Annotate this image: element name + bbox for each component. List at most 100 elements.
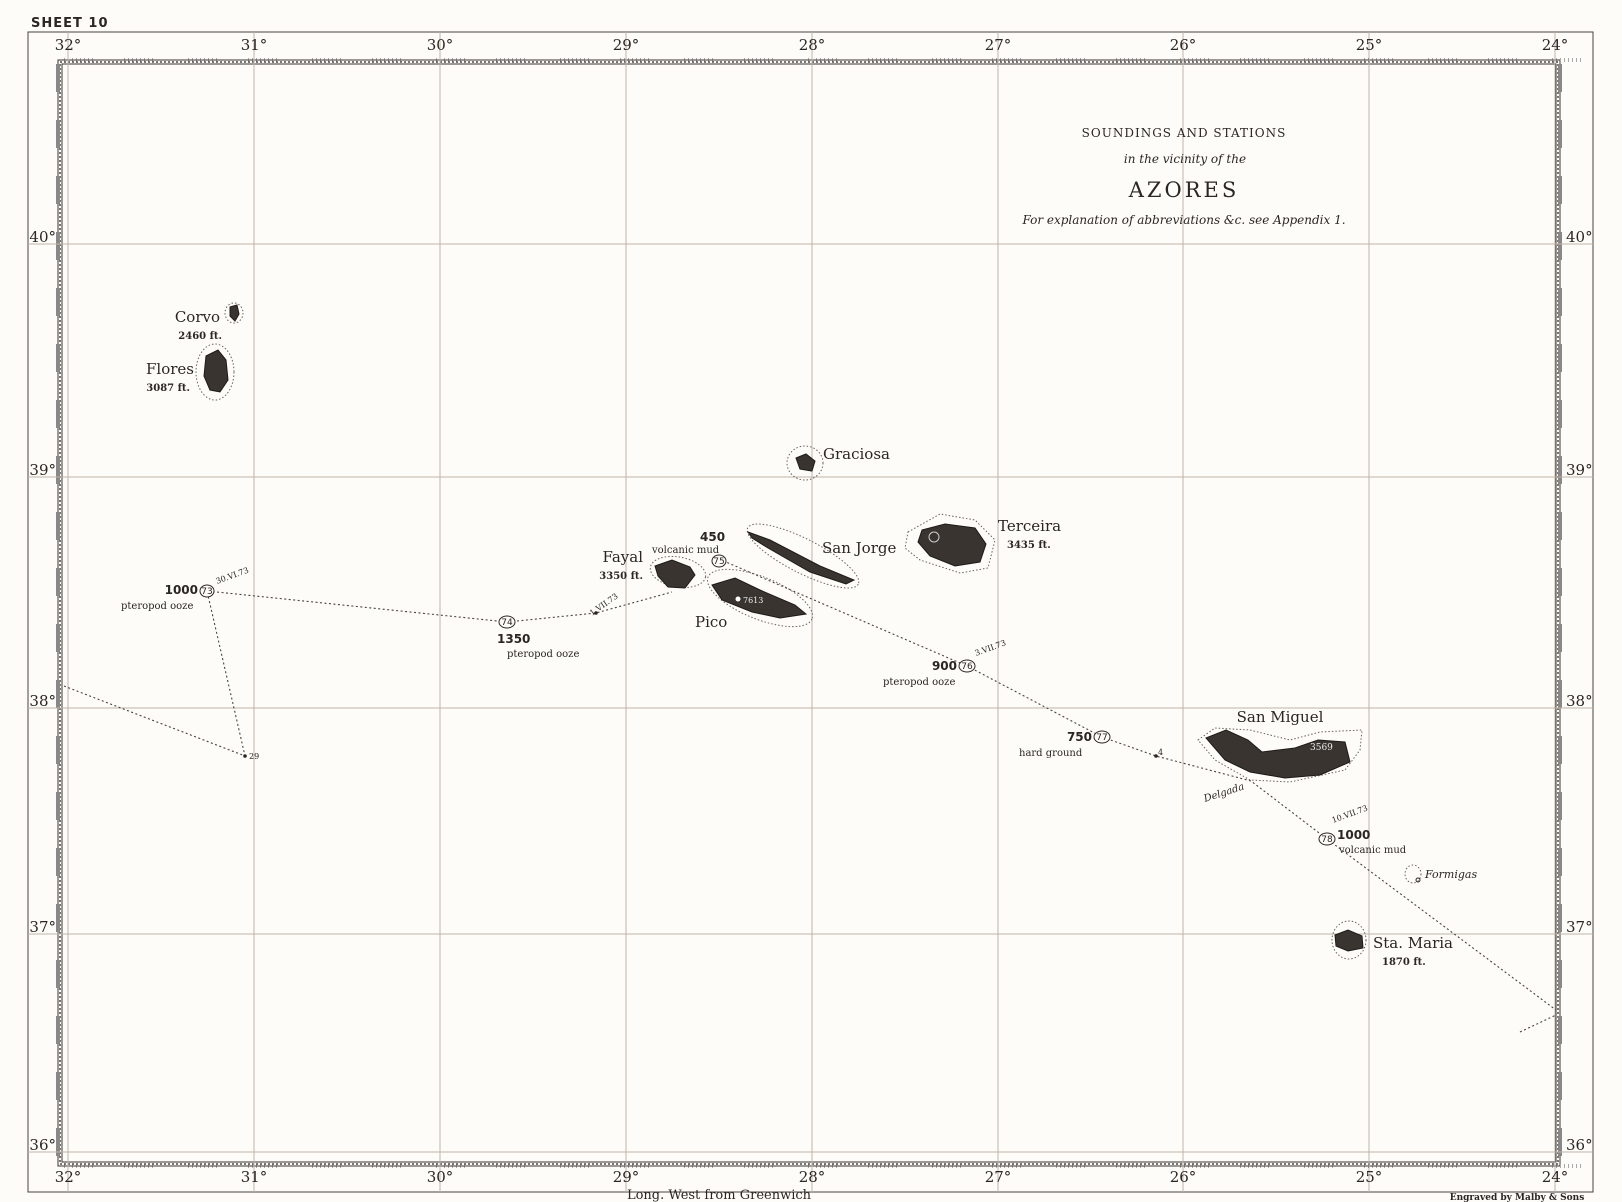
track-mark-29: 29 xyxy=(249,752,259,761)
bottom-caption: Long. West from Greenwich xyxy=(627,1188,812,1202)
station-bottom: volcanic mud xyxy=(1338,845,1407,856)
island-fayal: Fayal 3350 ft. xyxy=(599,548,707,589)
latitude-label-right: 40° xyxy=(1566,228,1593,246)
longitude-label-bottom: 32° xyxy=(55,1168,82,1186)
station-depth: 1000 xyxy=(1337,828,1370,842)
island-name: Pico xyxy=(695,613,727,631)
latitude-label-right: 37° xyxy=(1566,918,1593,936)
island-terceira: Terceira 3435 ft. xyxy=(904,513,1061,574)
title-line-4: For explanation of abbreviations &c. see… xyxy=(1021,213,1345,227)
latitude-label-left: 40° xyxy=(29,228,56,246)
longitude-label-bottom: 24° xyxy=(1542,1168,1569,1186)
latitude-label-right: 39° xyxy=(1566,461,1593,479)
station-depth: 900 xyxy=(932,659,957,673)
station-number: 74 xyxy=(501,618,513,628)
graduated-frame xyxy=(56,58,1581,1168)
island-height: 2460 ft. xyxy=(178,331,222,342)
station-73[interactable]: 73 1000 pteropod ooze 30.VI.73 xyxy=(121,566,250,612)
island-name: Flores xyxy=(146,360,194,378)
island-name: Graciosa xyxy=(823,445,890,463)
longitude-label-top: 27° xyxy=(985,36,1012,54)
track-mark-4: 4 xyxy=(1158,748,1163,757)
island-height: 1870 ft. xyxy=(1382,957,1426,968)
longitude-label-top: 25° xyxy=(1356,36,1383,54)
station-depth: 750 xyxy=(1067,730,1092,744)
station-74[interactable]: 74 1350 pteropod ooze xyxy=(497,615,579,660)
latitude-label-left: 36° xyxy=(29,1136,56,1154)
longitude-label-top: 26° xyxy=(1170,36,1197,54)
island-san-jorge: San Jorge xyxy=(746,523,896,589)
longitude-label-bottom: 25° xyxy=(1356,1168,1383,1186)
outer-border xyxy=(27,31,1594,1193)
station-number: 78 xyxy=(1321,835,1333,845)
port-delgada: Delgada xyxy=(1202,781,1246,805)
longitude-label-bottom: 27° xyxy=(985,1168,1012,1186)
island-height: 3569 xyxy=(1310,743,1333,753)
station-number: 77 xyxy=(1096,733,1107,743)
title-line-1: SOUNDINGS AND STATIONS xyxy=(1082,126,1287,140)
longitude-label-top: 24° xyxy=(1542,36,1569,54)
island-formigas: Formigas xyxy=(1404,864,1477,884)
latitude-label-left: 37° xyxy=(29,918,56,936)
longitude-label-bottom: 29° xyxy=(613,1168,640,1186)
island-san-miguel: 3569 San Miguel Delgada xyxy=(1197,708,1363,805)
station-77[interactable]: 77 750 hard ground xyxy=(1019,730,1111,759)
sheet-label: SHEET 10 xyxy=(31,16,109,31)
island-height: 7613 xyxy=(743,596,763,605)
longitude-label-top: 28° xyxy=(799,36,826,54)
longitude-label-bottom: 28° xyxy=(799,1168,826,1186)
longitude-label-top: 30° xyxy=(427,36,454,54)
island-name: San Jorge xyxy=(822,539,896,557)
longitude-label-top: 31° xyxy=(241,36,268,54)
engraver-credit: Engraved by Malby & Sons xyxy=(1450,1193,1585,1202)
degree-labels: 32° 32° 31° 31° 30° 30° 29° 29° 28° 28° 27° 27° 26° 2… xyxy=(29,36,1592,1186)
graticule xyxy=(28,32,1593,1192)
longitude-label-bottom: 31° xyxy=(241,1168,268,1186)
station-bottom: pteropod ooze xyxy=(121,601,193,612)
station-number: 76 xyxy=(961,662,973,672)
title-block: SOUNDINGS AND STATIONS in the vicinity o… xyxy=(1021,126,1345,227)
island-name: Fayal xyxy=(602,548,643,566)
island-height: 3087 ft. xyxy=(146,383,190,394)
station-76[interactable]: 76 900 pteropod ooze 3.VII.73 xyxy=(883,638,1007,688)
station-bottom: pteropod ooze xyxy=(507,649,579,660)
station-bottom: hard ground xyxy=(1019,748,1083,759)
latitude-label-left: 38° xyxy=(29,692,56,710)
station-bottom: volcanic mud xyxy=(651,545,720,556)
station-78[interactable]: 78 1000 volcanic mud 10.VII.73 xyxy=(1318,804,1407,856)
longitude-label-top: 32° xyxy=(55,36,82,54)
longitude-label-bottom: 26° xyxy=(1170,1168,1197,1186)
island-corvo: Corvo 2460 ft. xyxy=(175,302,244,342)
station-number: 73 xyxy=(201,587,212,597)
longitude-label-top: 29° xyxy=(613,36,640,54)
station-date: 10.VII.73 xyxy=(1331,804,1369,825)
island-name: San Miguel xyxy=(1237,708,1324,726)
island-name: Terceira xyxy=(998,517,1061,535)
latitude-label-right: 38° xyxy=(1566,692,1593,710)
island-pico: 7613 Pico xyxy=(695,568,814,631)
island-name: Corvo xyxy=(175,308,220,326)
station-bottom: pteropod ooze xyxy=(883,677,955,688)
island-graciosa: Graciosa xyxy=(786,445,890,481)
station-date: 3.VII.73 xyxy=(974,638,1008,658)
station-date: 30.VI.73 xyxy=(215,566,250,586)
island-santa-maria: Sta. Maria 1870 ft. xyxy=(1331,920,1453,968)
latitude-label-right: 36° xyxy=(1566,1136,1593,1154)
station-depth: 1000 xyxy=(165,583,198,597)
island-name: Formigas xyxy=(1424,868,1477,881)
station-number: 75 xyxy=(713,557,724,567)
station-depth: 1350 xyxy=(497,632,530,646)
station-75[interactable]: 75 450 volcanic mud xyxy=(651,530,727,568)
chart-title: AZORES xyxy=(1128,178,1240,202)
island-name: Sta. Maria xyxy=(1373,934,1453,952)
island-flores: Flores 3087 ft. xyxy=(146,343,235,401)
longitude-label-bottom: 30° xyxy=(427,1168,454,1186)
latitude-label-left: 39° xyxy=(29,461,56,479)
ship-track: 29 4 1.VII.73 xyxy=(63,558,1557,1033)
track-date-1: 1.VII.73 xyxy=(588,592,620,618)
island-height: 3350 ft. xyxy=(599,571,643,582)
station-depth: 450 xyxy=(700,530,725,544)
title-line-2: in the vicinity of the xyxy=(1124,152,1246,166)
